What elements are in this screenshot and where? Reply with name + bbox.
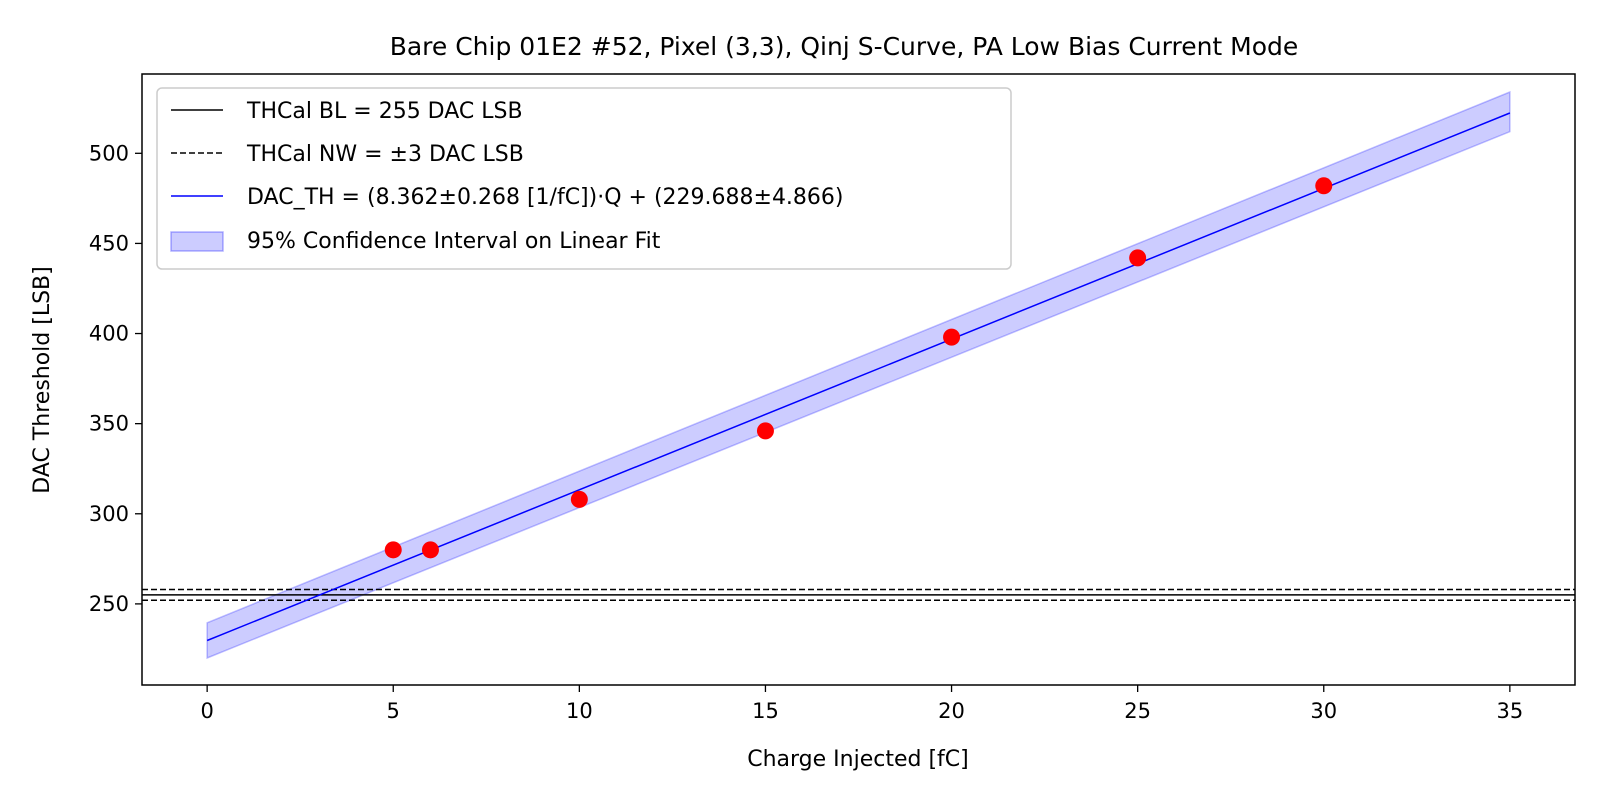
legend-swatch-confidence-band: [170, 231, 224, 252]
x-tick-label: 20: [938, 699, 965, 723]
y-tick-label: 500: [89, 141, 129, 165]
x-tick-label: 15: [752, 699, 779, 723]
data-point: [421, 541, 439, 559]
x-tick-label: 25: [1124, 699, 1151, 723]
data-point: [943, 328, 961, 346]
axis-ticks: 0 5 10 15 20 25 30 35 250 300 350 400 450 500: [89, 141, 1523, 723]
x-axis-label: Charge Injected [fC]: [747, 747, 969, 772]
x-tick-label: 0: [200, 699, 213, 723]
plot-area: [142, 90, 1575, 660]
data-point: [1129, 249, 1147, 267]
plot-frame: [141, 73, 1576, 686]
y-tick-label: 400: [89, 322, 129, 346]
legend-label-baseline: THCal BL = 255 DAC LSB: [246, 99, 523, 124]
chart-title: Bare Chip 01E2 #52, Pixel (3,3), Qinj S-…: [390, 32, 1299, 61]
y-tick-label: 450: [89, 231, 129, 255]
x-tick-label: 10: [566, 699, 593, 723]
legend-frame: [156, 87, 1012, 270]
legend-label-noise-width: THCal NW = ±3 DAC LSB: [246, 142, 524, 167]
data-point: [756, 422, 774, 440]
x-tick-label: 5: [387, 699, 400, 723]
legend-label-fit: DAC_TH = (8.362±0.268 [1/fC])·Q + (229.6…: [247, 185, 844, 210]
y-axis-label: DAC Threshold [LSB]: [30, 266, 55, 493]
x-tick-label: 35: [1496, 699, 1523, 723]
data-point: [570, 490, 588, 508]
y-tick-label: 350: [89, 412, 129, 436]
legend-label-confidence-band: 95% Confidence Interval on Linear Fit: [247, 229, 661, 254]
x-tick-label: 30: [1310, 699, 1337, 723]
legend: THCal BL = 255 DAC LSB THCal NW = ±3 DAC…: [156, 87, 1012, 270]
y-tick-label: 300: [89, 502, 129, 526]
data-point: [384, 541, 402, 559]
y-tick-label: 250: [89, 592, 129, 616]
data-point: [1315, 177, 1333, 195]
confidence-band: [206, 90, 1511, 660]
